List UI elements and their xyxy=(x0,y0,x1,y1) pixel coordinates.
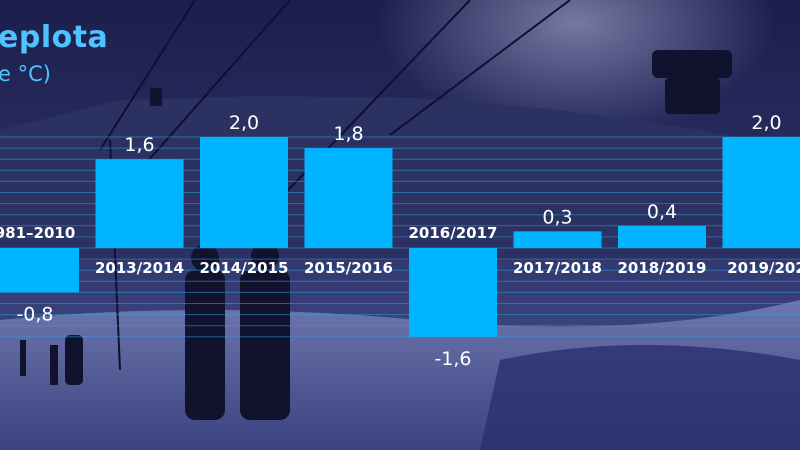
category-label: 2013/2014 xyxy=(95,259,184,277)
category-label: 2016/2017 xyxy=(409,224,498,242)
bar xyxy=(722,137,800,248)
bar xyxy=(0,248,79,293)
bar xyxy=(409,248,497,337)
bar xyxy=(513,231,602,248)
bar xyxy=(618,225,706,248)
value-label: 2,0 xyxy=(751,112,781,134)
bar xyxy=(304,148,393,248)
bar xyxy=(95,159,184,248)
category-label: 2019/202 xyxy=(727,259,800,277)
category-label: 2014/2015 xyxy=(200,259,289,277)
value-label: 0,4 xyxy=(647,201,677,223)
value-label: 1,6 xyxy=(124,134,154,156)
value-label: -0,8 xyxy=(16,303,53,325)
category-label: 2017/2018 xyxy=(513,259,602,277)
value-label: 0,3 xyxy=(542,206,572,228)
category-label: 2018/2019 xyxy=(618,259,707,277)
value-label: -1,6 xyxy=(434,348,471,370)
value-label: 1,8 xyxy=(333,123,363,145)
value-label: 2,0 xyxy=(229,112,259,134)
category-label: 981–2010 xyxy=(0,224,75,242)
chart-title: eplota xyxy=(0,20,109,55)
category-label: 2015/2016 xyxy=(304,259,393,277)
chart-subtitle: e °C) xyxy=(0,62,51,86)
bar xyxy=(200,137,288,248)
